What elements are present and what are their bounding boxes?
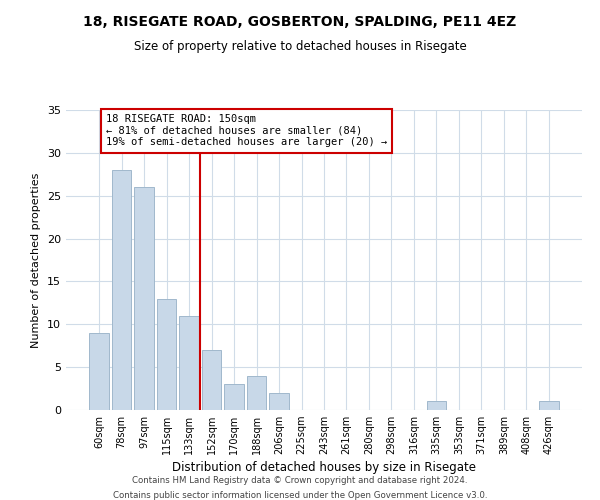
Text: 18, RISEGATE ROAD, GOSBERTON, SPALDING, PE11 4EZ: 18, RISEGATE ROAD, GOSBERTON, SPALDING, …	[83, 15, 517, 29]
Bar	[134, 187, 154, 410]
Bar	[157, 298, 176, 410]
X-axis label: Distribution of detached houses by size in Risegate: Distribution of detached houses by size …	[172, 462, 476, 474]
Bar	[202, 350, 221, 410]
Text: Contains public sector information licensed under the Open Government Licence v3: Contains public sector information licen…	[113, 491, 487, 500]
Bar	[224, 384, 244, 410]
Bar	[112, 170, 131, 410]
Bar	[89, 333, 109, 410]
Bar	[427, 402, 446, 410]
Text: 18 RISEGATE ROAD: 150sqm
← 81% of detached houses are smaller (84)
19% of semi-d: 18 RISEGATE ROAD: 150sqm ← 81% of detach…	[106, 114, 387, 148]
Bar	[269, 393, 289, 410]
Text: Size of property relative to detached houses in Risegate: Size of property relative to detached ho…	[134, 40, 466, 53]
Bar	[539, 402, 559, 410]
Y-axis label: Number of detached properties: Number of detached properties	[31, 172, 41, 348]
Text: Contains HM Land Registry data © Crown copyright and database right 2024.: Contains HM Land Registry data © Crown c…	[132, 476, 468, 485]
Bar	[179, 316, 199, 410]
Bar	[247, 376, 266, 410]
